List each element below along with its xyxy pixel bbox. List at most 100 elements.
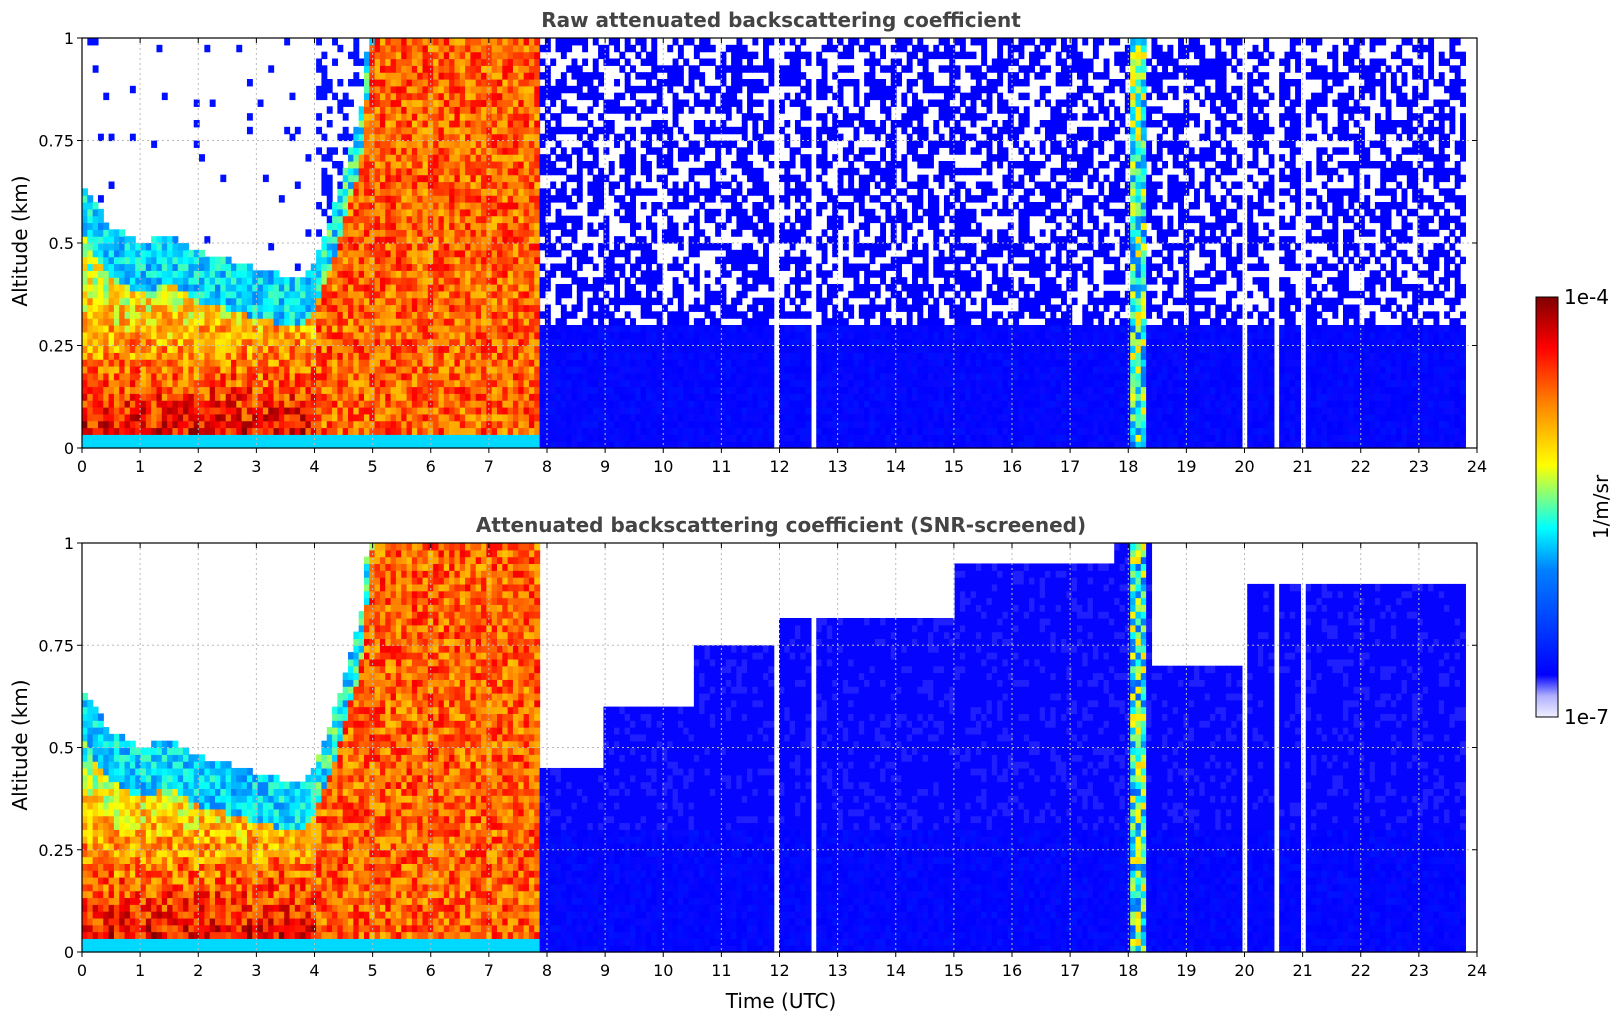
heatmap-cell — [327, 311, 333, 318]
heatmap-cell — [423, 414, 429, 421]
heatmap-cell — [619, 154, 625, 161]
heatmap-cell — [598, 175, 604, 182]
heatmap-cell — [566, 291, 572, 298]
heatmap-cell — [534, 373, 540, 380]
heatmap-cell — [188, 305, 194, 312]
heatmap-cell — [694, 223, 700, 230]
heatmap-cell — [502, 168, 508, 175]
heatmap-cell — [449, 216, 455, 223]
heatmap-cell — [210, 366, 216, 373]
heatmap-cell — [188, 352, 194, 359]
heatmap-cell — [316, 421, 322, 428]
heatmap-cell — [167, 400, 173, 407]
heatmap-cell — [577, 387, 583, 394]
heatmap-cell — [423, 188, 429, 195]
heatmap-cell — [151, 141, 157, 148]
heatmap-cell — [199, 414, 205, 421]
heatmap-cell — [651, 45, 657, 52]
heatmap-cell — [587, 147, 593, 154]
heatmap-cell — [438, 393, 444, 400]
heatmap-cell — [215, 325, 221, 332]
heatmap-cell — [268, 380, 274, 387]
heatmap-cell — [359, 243, 365, 250]
heatmap-cell — [87, 359, 93, 366]
heatmap-cell — [635, 188, 641, 195]
heatmap-cell — [210, 264, 216, 271]
heatmap-cell — [401, 100, 407, 107]
heatmap-cell — [407, 257, 413, 264]
heatmap-cell — [497, 188, 503, 195]
heatmap-cell — [231, 339, 237, 346]
heatmap-cell — [635, 339, 641, 346]
heatmap-cell — [348, 373, 354, 380]
heatmap-cell — [290, 284, 296, 291]
heatmap-cell — [98, 236, 104, 243]
heatmap-cell — [625, 359, 631, 366]
heatmap-cell — [513, 421, 519, 428]
heatmap-cell — [481, 100, 487, 107]
heatmap-cell — [396, 264, 402, 271]
heatmap-cell — [93, 387, 99, 394]
heatmap-cell — [635, 72, 641, 79]
heatmap-cell — [481, 168, 487, 175]
heatmap-cell — [497, 257, 503, 264]
heatmap-cell — [364, 250, 370, 257]
heatmap-cell — [385, 72, 391, 79]
heatmap-cell — [502, 407, 508, 414]
heatmap-cell — [614, 264, 620, 271]
heatmap-cell — [587, 332, 593, 339]
heatmap-cell — [470, 298, 476, 305]
heatmap-cell — [587, 134, 593, 141]
heatmap-cell — [486, 79, 492, 86]
heatmap-cell — [689, 373, 695, 380]
heatmap-cell — [311, 332, 317, 339]
heatmap-cell — [247, 387, 253, 394]
heatmap-cell — [662, 106, 668, 113]
heatmap-cell — [290, 414, 296, 421]
heatmap-cell — [683, 100, 689, 107]
heatmap-cell — [449, 188, 455, 195]
heatmap-cell — [646, 421, 652, 428]
heatmap-cell — [502, 264, 508, 271]
heatmap-cell — [646, 373, 652, 380]
heatmap-cell — [513, 161, 519, 168]
heatmap-cell — [534, 65, 540, 72]
heatmap-cell — [263, 284, 269, 291]
heatmap-cell — [641, 45, 647, 52]
heatmap-cell — [524, 202, 530, 209]
heatmap-cell — [391, 250, 397, 257]
heatmap-cell — [311, 393, 317, 400]
heatmap-cell — [518, 229, 524, 236]
heatmap-cell — [337, 134, 343, 141]
heatmap-cell — [364, 113, 370, 120]
heatmap-cell — [454, 79, 460, 86]
heatmap-cell — [524, 380, 530, 387]
heatmap-cell — [274, 373, 280, 380]
heatmap-cell — [215, 318, 221, 325]
heatmap-cell — [109, 428, 115, 435]
heatmap-cell — [417, 182, 423, 189]
heatmap-cell — [587, 229, 593, 236]
heatmap-cell — [577, 216, 583, 223]
heatmap-cell — [481, 223, 487, 230]
heatmap-cell — [215, 284, 221, 291]
heatmap-cell — [93, 318, 99, 325]
heatmap-cell — [162, 250, 168, 257]
heatmap-cell — [646, 243, 652, 250]
heatmap-cell — [694, 52, 700, 59]
heatmap-cell — [210, 100, 216, 107]
heatmap-cell — [476, 202, 482, 209]
heatmap-cell — [630, 318, 636, 325]
heatmap-cell — [146, 359, 152, 366]
heatmap-cell — [449, 182, 455, 189]
heatmap-cell — [87, 257, 93, 264]
heatmap-cell — [593, 311, 599, 318]
heatmap-cell — [582, 79, 588, 86]
heatmap-cell — [587, 202, 593, 209]
heatmap-cell — [492, 120, 498, 127]
heatmap-cell — [151, 284, 157, 291]
heatmap-cell — [337, 250, 343, 257]
heatmap-cell — [353, 373, 359, 380]
heatmap-cell — [556, 45, 562, 52]
heatmap-cell — [401, 188, 407, 195]
